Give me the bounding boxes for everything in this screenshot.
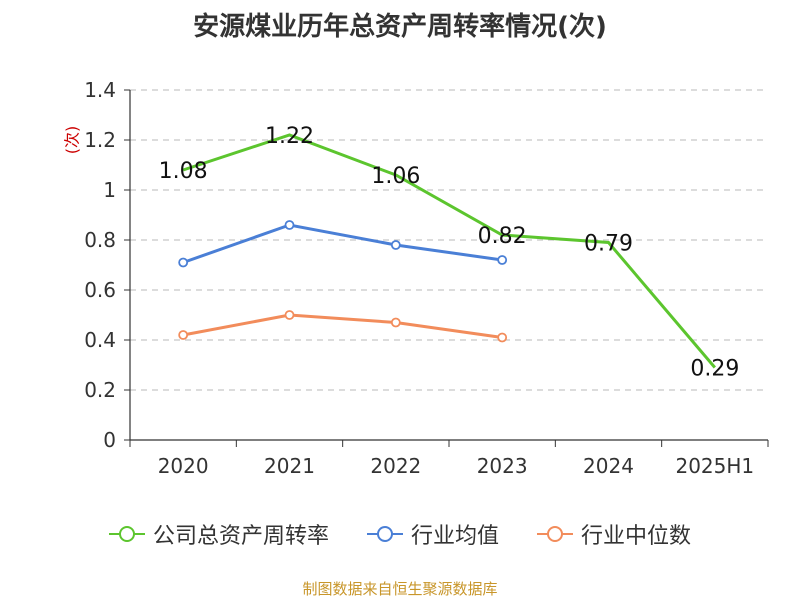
- x-tick-label: 2022: [370, 454, 421, 478]
- data-point: [390, 240, 401, 250]
- x-tick-label: 2024: [583, 454, 634, 478]
- series-line: [182, 133, 716, 369]
- y-tick-label: 0.2: [84, 378, 116, 402]
- series-line: [182, 223, 503, 264]
- legend-item-company[interactable]: 公司总资产周转率: [108, 518, 329, 550]
- legend-label-industry-median: 行业中位数: [581, 524, 692, 549]
- data-point: [390, 317, 401, 328]
- legend-swatch-industry-median: [537, 526, 573, 542]
- y-tick-label: 1.4: [84, 78, 116, 102]
- y-tick-label: 1: [103, 178, 116, 202]
- data-label: 1.08: [159, 159, 208, 184]
- data-point: [284, 220, 295, 230]
- x-tick-label: 2021: [264, 454, 315, 478]
- series-line: [182, 313, 503, 339]
- chart-title: 安源煤业历年总资产周转率情况(次): [193, 12, 607, 42]
- y-tick-label: 0: [103, 428, 116, 452]
- data-source-note: 制图数据来自恒生聚源数据库: [302, 580, 498, 598]
- data-point: [497, 332, 508, 343]
- legend-swatch-industry-mean: [366, 526, 403, 542]
- legend: 公司总资产周转率 行业均值 行业中位数: [0, 518, 800, 550]
- data-point: [178, 330, 189, 340]
- data-label: 0.29: [690, 357, 739, 382]
- y-tick-label: 0.4: [84, 328, 116, 352]
- data-label: 1.06: [371, 164, 420, 189]
- x-tick-label: 2025H1: [675, 454, 754, 478]
- data-point: [284, 310, 295, 320]
- data-label: 1.22: [265, 124, 314, 149]
- y-tick-label: 0.8: [84, 228, 116, 252]
- data-point: [497, 255, 508, 265]
- data-point: [178, 257, 189, 268]
- legend-label-industry-mean: 行业均值: [410, 524, 499, 549]
- legend-item-industry-mean[interactable]: 行业均值: [366, 518, 499, 550]
- legend-label-company: 公司总资产周转率: [152, 524, 329, 549]
- x-tick-label: 2020: [158, 454, 209, 478]
- data-label: 0.79: [584, 232, 633, 257]
- legend-item-industry-median[interactable]: 行业中位数: [537, 518, 691, 550]
- x-tick-label: 2023: [477, 454, 528, 478]
- y-tick-label: 1.2: [84, 128, 116, 152]
- y-tick-label: 0.6: [84, 278, 116, 302]
- data-label: 0.82: [478, 224, 527, 249]
- legend-swatch-company: [108, 526, 145, 542]
